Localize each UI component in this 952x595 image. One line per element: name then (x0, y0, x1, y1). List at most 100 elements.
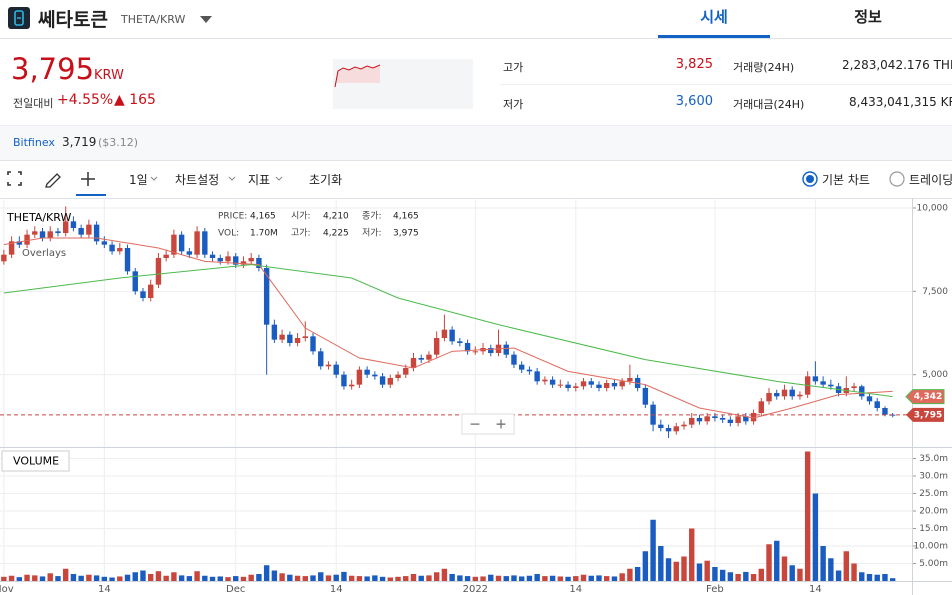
volume-bar (604, 576, 610, 581)
volume-bar (619, 573, 625, 581)
candle-body (194, 231, 200, 255)
volume-bar (650, 519, 656, 581)
candle-body (78, 228, 84, 235)
toolbar (0, 160, 952, 199)
volume-bar (843, 551, 850, 581)
volume-bar (341, 571, 347, 581)
y2-tick-label: 15.0m (919, 524, 948, 534)
toolbar-item[interactable]: 차트설정 (175, 173, 220, 187)
candle-body (534, 371, 540, 382)
candle-body (665, 428, 672, 432)
info-value: 4,165 (393, 212, 419, 222)
volume-bar (882, 574, 888, 581)
volume-bar (310, 575, 316, 581)
y2-tick-label: 35.0m (919, 454, 948, 464)
volume-bar (202, 575, 208, 581)
volume-bar (8, 575, 15, 581)
zoom-in[interactable]: + (495, 417, 507, 433)
volume-bar (828, 558, 834, 581)
volume-bar (557, 576, 564, 581)
coin-icon (8, 7, 30, 29)
candle-body (464, 343, 471, 352)
candle-body (750, 413, 757, 422)
volume-bar (279, 573, 285, 581)
candle-body (604, 383, 610, 388)
candle-body (727, 419, 734, 423)
candle-body (186, 251, 193, 255)
chart-mode[interactable]: 기본 차트 (822, 173, 870, 187)
volume-bar (480, 576, 486, 581)
candle-body (518, 364, 525, 370)
x-tick-label: 14 (330, 584, 343, 595)
candle-body (874, 401, 880, 408)
candle-body (511, 354, 517, 365)
volume-bar (681, 556, 687, 581)
volume-bar (511, 575, 517, 581)
candle-body (178, 234, 185, 252)
candle-body (86, 224, 92, 235)
candle-body (387, 378, 394, 385)
volume-bar (812, 493, 819, 581)
volume-bar (93, 575, 100, 581)
volume-bar (673, 561, 679, 581)
zoom-box[interactable] (461, 413, 515, 435)
volume-bar (704, 560, 710, 581)
candle-body (557, 384, 564, 386)
candle-body (820, 381, 826, 385)
tab[interactable]: 정보 (854, 8, 882, 26)
volume-bar (325, 575, 332, 581)
volume-bar (495, 575, 502, 581)
candle-body (163, 254, 169, 258)
volume-bar (797, 568, 803, 581)
y2-tick-label: 10.00m (913, 542, 948, 552)
change-pct: +4.55% (57, 92, 114, 108)
chart-mode[interactable]: 트레이딩뷰 (909, 173, 952, 187)
toolbar-carets (150, 176, 283, 181)
overlay-label: Overlays (22, 248, 66, 259)
toolbar-item[interactable]: 1일 (129, 173, 148, 187)
volume-bar (178, 575, 185, 581)
volume-bar (634, 567, 641, 581)
volume-bar (263, 565, 270, 581)
volume-bar (449, 574, 455, 581)
y2-tick-label: 5.00m (919, 559, 948, 569)
candle-body (356, 369, 363, 385)
toolbar-item[interactable]: 초기화 (309, 173, 343, 187)
candle-body (549, 379, 556, 385)
info-value: 4,210 (323, 212, 349, 222)
volume-bar (78, 575, 84, 581)
volume-bar (472, 576, 479, 581)
volume-bar (766, 544, 772, 581)
volume-bar (70, 574, 77, 581)
candle-body (318, 351, 324, 367)
candle-body (882, 408, 888, 415)
currency: KRW (94, 68, 124, 83)
volume-bar (526, 575, 533, 581)
volume-bar (379, 576, 386, 581)
volume-bar (611, 576, 618, 581)
volume-bar (155, 571, 162, 581)
volume-bar (47, 573, 53, 581)
volume-bar (16, 577, 23, 581)
zoom-out[interactable]: − (469, 417, 481, 433)
volume-bar (712, 567, 718, 581)
candle-body (735, 416, 741, 423)
volume-bar (719, 569, 726, 581)
dropdown-arrow[interactable] (199, 14, 213, 24)
candle-body (248, 258, 254, 262)
radio-icons[interactable] (801, 169, 921, 189)
price-tag (906, 407, 944, 422)
candle-body (1, 254, 7, 262)
volume-bar (24, 574, 30, 581)
candle-body (39, 231, 46, 238)
toolbar-icons[interactable] (6, 170, 106, 196)
info-label: VOL: (218, 229, 239, 239)
candle-body (433, 338, 440, 355)
toolbar-item[interactable]: 지표 (248, 173, 271, 187)
tab-active[interactable]: 시세 (700, 8, 728, 26)
volume-bar (109, 577, 115, 581)
candle-body (488, 348, 494, 353)
candle-body (789, 389, 795, 397)
volume-bar (225, 577, 231, 581)
volume-bar (348, 575, 355, 581)
